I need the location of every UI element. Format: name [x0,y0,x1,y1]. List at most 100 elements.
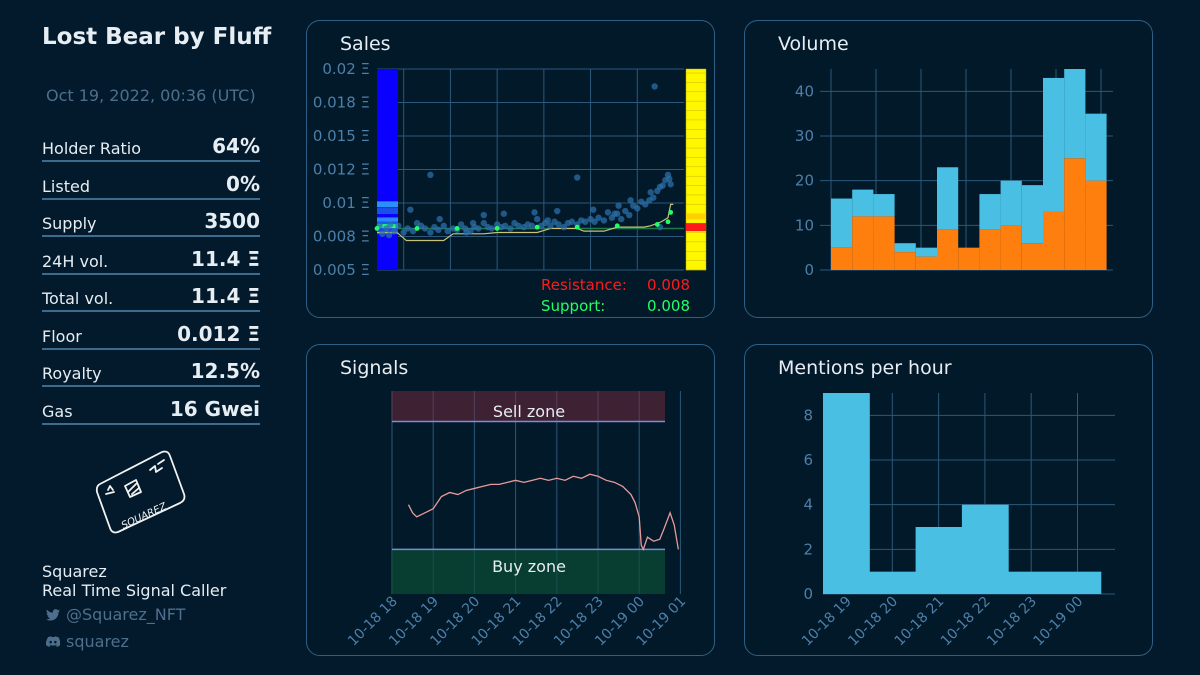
sales-point [409,227,417,235]
sales-point [500,210,508,217]
sales-support-point [574,224,580,230]
sales-point [463,229,470,236]
stat-value: 11.4 Ξ [191,246,260,271]
sales-panel: Sales 0.005 Ξ 0.008 Ξ 0.01 Ξ 0.012 Ξ 0.015 Ξ… [306,20,715,318]
mentions-xtick-label: 10-19 00 [1031,594,1087,650]
stats-list: Holder Ratio 64% Listed 0% Supply 3500 2… [42,134,260,434]
mentions-bar [1054,571,1102,594]
sales-point [574,174,581,181]
sales-point [469,219,477,227]
collection-title: Lost Bear by Fluff [42,24,272,50]
sales-support-point [494,226,500,231]
stat-label: Supply [42,214,97,233]
signals-line [407,473,679,552]
stat-value: 64% [212,134,260,158]
volume-ytick-label: 10 [795,216,814,234]
sales-point [385,231,393,239]
volume-bar-blue [852,189,874,217]
volume-ytick-label: 0 [804,261,814,279]
sales-ytick-label: 0.015 Ξ [313,127,370,145]
volume-bar-orange [1021,243,1043,270]
mentions-ytick-label: 4 [803,496,813,514]
sales-depth-bar-left [377,69,398,270]
sales-depth-level [377,201,398,208]
signals-buy-zone [392,549,665,594]
mentions-ytick-label: 2 [803,540,813,558]
mentions-bar [823,393,870,594]
sales-point [547,222,554,229]
sales-point [421,225,429,232]
sales-point [404,225,411,232]
stat-listed: Listed 0% [42,172,260,200]
sales-point [582,218,589,225]
mentions-xtick-label: 10-18 23 [984,594,1040,650]
sales-support-point [374,226,380,231]
stat-value: 0.012 Ξ [177,321,260,346]
sales-point [590,206,597,213]
sales-support-point [668,209,674,215]
volume-bar-orange [852,216,874,270]
sales-point [642,201,649,208]
volume-bar-blue [979,194,1001,230]
volume-bar-orange [873,216,895,270]
sales-point [626,211,633,219]
sales-ytick-label: 0.01 Ξ [322,194,370,212]
signals-sell-zone-label: Sell zone [493,402,565,421]
mentions-xtick-label: 10-18 22 [938,594,994,650]
mentions-bar [961,504,1009,594]
volume-bar-blue [894,243,916,253]
sales-point [611,210,618,217]
sales-point [622,207,629,215]
discord-link[interactable]: squarez [46,632,129,651]
mentions-ytick-label: 0 [803,585,813,603]
sales-point [591,218,598,225]
brand-block: Squarez Real Time Signal Caller [42,562,226,600]
sales-point [618,215,625,223]
sales-point [531,209,538,216]
sales-point [515,222,522,229]
sales-point [647,189,654,196]
mentions-title: Mentions per hour [778,357,952,379]
sales-depth-level [377,217,398,224]
sales-resistance-label: Resistance: [541,276,627,294]
mentions-bar [1008,571,1055,594]
sales-point [444,227,451,235]
sidebar: Lost Bear by Fluff Oct 19, 2022, 00:36 (… [0,0,290,675]
sales-point [395,222,402,229]
sales-point [568,218,576,225]
stat-floor: Floor 0.012 Ξ [42,322,260,350]
stat-value: 16 Gwei [169,396,260,421]
volume-bar-blue [1085,113,1107,181]
sales-point [475,225,482,232]
stat-label: Royalty [42,364,102,383]
sales-point [383,225,390,232]
sales-support-point [665,219,671,225]
sales-point [435,226,442,233]
sales-point [667,181,674,188]
sales-depth-level [377,208,398,215]
stat-royalty: Royalty 12.5% [42,359,260,387]
stat-gas: Gas 16 Gwei [42,397,260,425]
volume-panel: Volume 0 10 20 30 40 [744,20,1153,318]
sales-point [379,230,386,238]
sales-depth-bar-right [685,68,707,271]
sales-ytick-label: 0.02 Ξ [322,60,370,78]
sales-point [440,222,447,229]
sales-ytick-label: 0.018 Ξ [313,94,370,112]
sales-point [659,182,666,189]
sales-point [407,206,414,213]
sales-point [488,225,495,232]
mentions-ytick-label: 8 [803,406,813,424]
twitter-link[interactable]: @Squarez_NFT [46,605,185,624]
signals-sell-zone [392,391,665,422]
sales-ytick-label: 0.008 Ξ [313,228,370,246]
sales-point [436,215,443,223]
sales-point [595,214,602,221]
signals-title: Signals [340,357,409,379]
stat-value: 12.5% [190,359,260,383]
stat-label: Holder Ratio [42,139,142,158]
sales-ytick-label: 0.005 Ξ [313,261,370,279]
sales-point [480,219,487,227]
sales-point [553,207,561,215]
